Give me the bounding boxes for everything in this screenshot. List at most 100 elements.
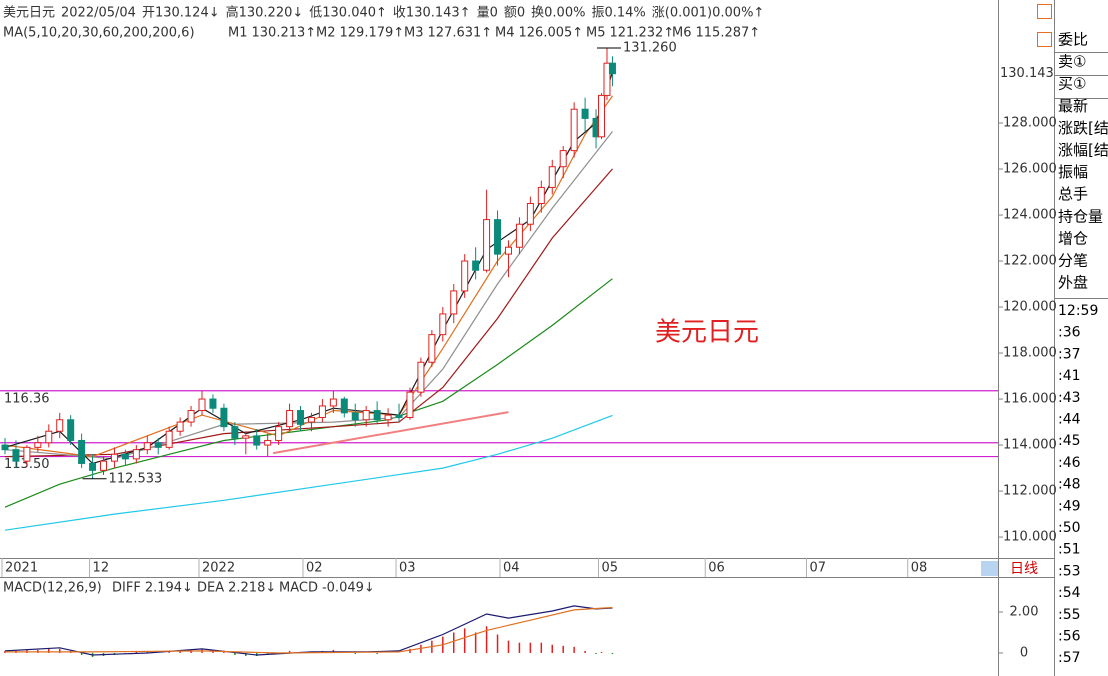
candle-body: [198, 398, 206, 412]
time-label: :51: [1058, 542, 1081, 558]
header-item: 高130.220↓: [226, 5, 304, 21]
candle-body: [329, 398, 337, 407]
header-item: 开130.124↓: [142, 6, 220, 21]
y-tick-label: 2.00: [1010, 604, 1039, 619]
x-tick-label: 03: [399, 561, 416, 576]
legend-value: 130.213↑: [252, 26, 317, 41]
candle-body: [45, 430, 53, 444]
legend-name: M5: [586, 26, 606, 41]
candle-body: [537, 186, 545, 205]
candle-body: [494, 219, 502, 255]
y-tick-label: 110.000: [1003, 530, 1057, 545]
candle-body: [67, 419, 75, 441]
candle-body: [89, 462, 97, 471]
x-tick-label: 07: [809, 561, 826, 576]
legend-name: DIFF: [112, 581, 141, 596]
candle-body: [439, 313, 447, 336]
time-label: :54: [1058, 585, 1081, 601]
current-price: 130.143: [1000, 66, 1054, 81]
x-tick-label: 08: [911, 561, 928, 576]
candle-body: [100, 460, 108, 471]
candle-body: [286, 410, 294, 428]
candle-body: [132, 449, 140, 460]
y-tick-label: 122.000: [1003, 254, 1057, 269]
candle-body: [242, 435, 250, 439]
candle-body: [12, 449, 20, 462]
candle-body: [220, 407, 228, 428]
legend-value: -0.049↓: [322, 581, 375, 596]
x-tick-label: 12: [93, 561, 110, 576]
y-tick-label: 0: [1020, 645, 1028, 660]
candle-body: [253, 435, 261, 446]
x-tick-label: 2022: [202, 561, 235, 576]
candle-body: [23, 446, 31, 462]
legend-value: 115.287↑: [696, 26, 761, 41]
side-label: 涨跌[结: [1058, 119, 1108, 137]
candle-body: [526, 203, 534, 225]
time-label: :55: [1058, 607, 1081, 623]
candle-body: [264, 439, 272, 446]
candle-body: [307, 416, 315, 423]
legend-value: 129.179↑: [340, 26, 405, 41]
side-label: 最新: [1058, 97, 1088, 115]
y-tick-label: 124.000: [1003, 208, 1057, 223]
candle-body: [110, 453, 118, 462]
legend-name: M3: [404, 26, 424, 41]
x-tick-label: 05: [602, 561, 619, 576]
candle-body: [504, 246, 512, 255]
candle-body: [603, 62, 611, 96]
legend-name: MACD: [279, 581, 318, 596]
watermark: 美元日元: [655, 318, 759, 348]
legend-value: 126.005↑: [519, 26, 584, 41]
candle-body: [187, 410, 195, 423]
legend-name: M6: [672, 26, 692, 41]
x-tick-label: 06: [708, 561, 725, 576]
candle-body: [373, 410, 381, 421]
candle-body: [318, 405, 326, 418]
time-label: :50: [1058, 520, 1081, 536]
side-label: 委比: [1058, 31, 1088, 49]
window-button[interactable]: [1037, 4, 1052, 19]
legend-value: 2.218↓: [228, 581, 276, 596]
header-item: 低130.040↑: [309, 6, 387, 21]
candle-body: [209, 398, 217, 409]
side-label: 涨幅[结: [1058, 141, 1108, 159]
candle-body: [351, 412, 359, 421]
window-button[interactable]: [1037, 32, 1052, 47]
time-label: :44: [1058, 412, 1081, 428]
candle-body: [297, 410, 305, 425]
candle-body: [417, 361, 425, 393]
annotation: 112.533: [109, 471, 163, 486]
h-line-label: 116.36: [4, 391, 50, 406]
scroll-box[interactable]: [981, 561, 998, 576]
y-tick-label: 112.000: [1003, 484, 1057, 499]
candle-body: [143, 442, 151, 451]
time-label: :49: [1058, 498, 1081, 514]
side-label: 增仓: [1058, 229, 1088, 247]
legend-value: 121.232↑: [610, 26, 675, 41]
legend-name: M2: [316, 26, 336, 41]
candle-body: [472, 260, 480, 271]
time-label: :36: [1058, 325, 1081, 341]
time-label: :45: [1058, 433, 1081, 449]
time-label: :53: [1058, 563, 1081, 579]
candle-body: [483, 219, 491, 271]
side-label: 总手: [1058, 185, 1088, 203]
candle-body: [231, 426, 239, 439]
candle-body: [275, 426, 283, 441]
x-tick-label: 2021: [5, 561, 38, 576]
y-tick-label: 118.000: [1003, 346, 1057, 361]
header-item: 美元日元: [3, 6, 55, 21]
line-series: [4, 414, 613, 531]
line-series: [4, 605, 613, 656]
candle-body: [340, 398, 348, 414]
ma-params: MA(5,10,20,30,60,200,200,6): [3, 26, 195, 41]
candle-body: [598, 94, 606, 138]
candle-body: [1, 444, 9, 451]
time-label: :43: [1058, 390, 1081, 406]
candle-body: [34, 442, 42, 448]
period-label[interactable]: 日线: [1010, 561, 1038, 577]
candle-body: [581, 108, 589, 119]
candle-body: [515, 223, 523, 248]
y-tick-label: 114.000: [1003, 438, 1057, 453]
